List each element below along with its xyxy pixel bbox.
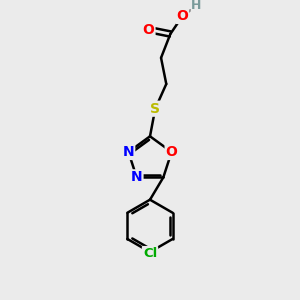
Text: O: O xyxy=(142,22,154,37)
Text: N: N xyxy=(123,145,134,159)
Text: H: H xyxy=(191,0,202,12)
Text: O: O xyxy=(166,145,178,159)
Text: O: O xyxy=(177,9,188,23)
Text: S: S xyxy=(150,102,160,116)
Text: N: N xyxy=(131,170,142,184)
Text: Cl: Cl xyxy=(143,247,157,260)
